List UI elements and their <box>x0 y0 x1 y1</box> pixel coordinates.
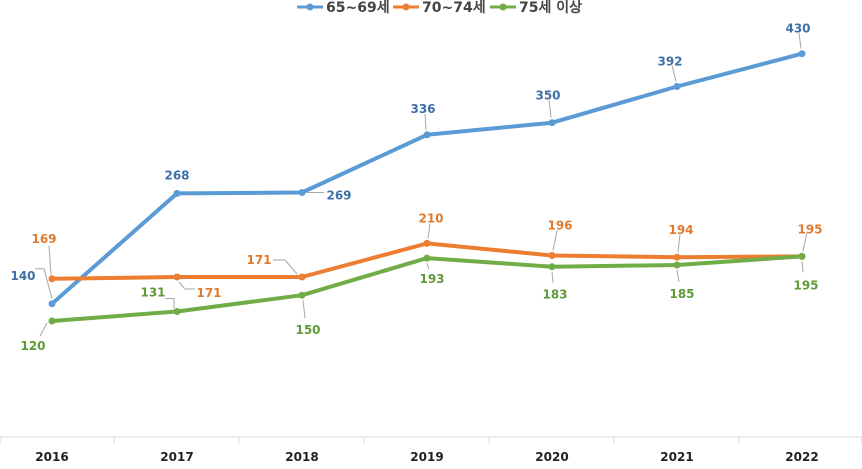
data-point <box>48 275 56 283</box>
data-point <box>48 317 56 325</box>
label-leader <box>677 234 681 253</box>
label-leader <box>802 232 808 252</box>
data-point <box>423 239 431 247</box>
legend-swatch-marker <box>402 3 410 11</box>
x-tick-label: 2019 <box>410 450 443 464</box>
data-label: 336 <box>410 102 435 116</box>
label-leader <box>798 32 802 49</box>
x-tick-label: 2017 <box>160 450 193 464</box>
data-label: 195 <box>797 222 822 236</box>
data-point <box>298 291 306 299</box>
legend-label: 70~74세 <box>422 0 486 16</box>
data-point <box>173 189 181 197</box>
label-leader <box>35 268 53 299</box>
data-label: 392 <box>657 55 682 69</box>
data-label: 185 <box>669 287 694 301</box>
data-point <box>548 252 556 259</box>
label-leader <box>39 322 48 337</box>
x-tick-label: 2021 <box>660 450 693 464</box>
data-label: 194 <box>668 223 693 237</box>
data-point <box>673 261 681 269</box>
x-tick-label: 2016 <box>35 450 68 464</box>
label-leader-lines <box>35 32 808 337</box>
label-leader <box>424 113 427 130</box>
label-leader <box>426 262 430 270</box>
data-point <box>423 254 431 262</box>
legend-item: 75세 이상 <box>490 0 582 16</box>
data-point <box>548 263 556 271</box>
x-tick-label: 2020 <box>535 450 568 464</box>
data-label: 430 <box>785 22 810 36</box>
x-axis: 2016 2017 2018 2019 2020 2021 2022 <box>0 436 862 464</box>
data-label: 120 <box>20 339 45 353</box>
data-label: 210 <box>418 211 443 225</box>
data-label: 171 <box>196 286 221 300</box>
label-leader <box>165 298 175 309</box>
label-leader <box>548 99 552 118</box>
data-label: 193 <box>419 272 444 286</box>
label-leader <box>676 269 680 283</box>
data-label: 183 <box>542 288 567 302</box>
legend-swatch-marker <box>499 3 507 11</box>
data-label: 150 <box>295 323 320 337</box>
label-leader <box>801 261 804 273</box>
legend: 65~69세 70~74세 75세 이상 <box>297 0 582 16</box>
series-lines <box>48 50 806 325</box>
data-label: 131 <box>140 286 165 300</box>
data-point <box>298 189 306 196</box>
data-point <box>798 252 806 260</box>
legend-label: 75세 이상 <box>519 0 582 16</box>
data-label: 140 <box>10 269 35 283</box>
data-label: 269 <box>326 189 351 203</box>
label-leader <box>178 281 195 290</box>
data-point <box>798 50 806 58</box>
data-label: 268 <box>164 168 189 182</box>
data-labels: 140 268 269 336 350 392 430 169 171 171 210 196 194 1… <box>10 22 822 353</box>
data-point <box>173 273 181 281</box>
label-leader <box>48 245 52 275</box>
label-leader <box>302 300 306 319</box>
data-point <box>423 131 431 139</box>
data-point <box>548 119 556 127</box>
data-point <box>48 300 56 308</box>
data-point <box>673 253 681 261</box>
x-tick-label: 2018 <box>285 450 318 464</box>
label-leader <box>273 259 298 275</box>
x-tick-label: 2022 <box>785 450 818 464</box>
data-label: 196 <box>547 219 572 233</box>
data-point <box>298 273 306 281</box>
label-leader <box>551 271 554 283</box>
data-label: 171 <box>246 253 271 267</box>
label-leader <box>671 65 677 82</box>
legend-item: 65~69세 <box>297 0 390 16</box>
legend-label: 65~69세 <box>326 0 390 16</box>
data-label: 350 <box>535 89 560 103</box>
label-leader <box>427 223 431 239</box>
data-label: 195 <box>793 278 818 292</box>
data-label: 169 <box>31 232 56 246</box>
data-point <box>173 308 181 315</box>
legend-swatch-marker <box>306 3 314 11</box>
data-point <box>673 83 681 90</box>
legend-item: 70~74세 <box>393 0 486 16</box>
label-leader <box>552 230 558 251</box>
